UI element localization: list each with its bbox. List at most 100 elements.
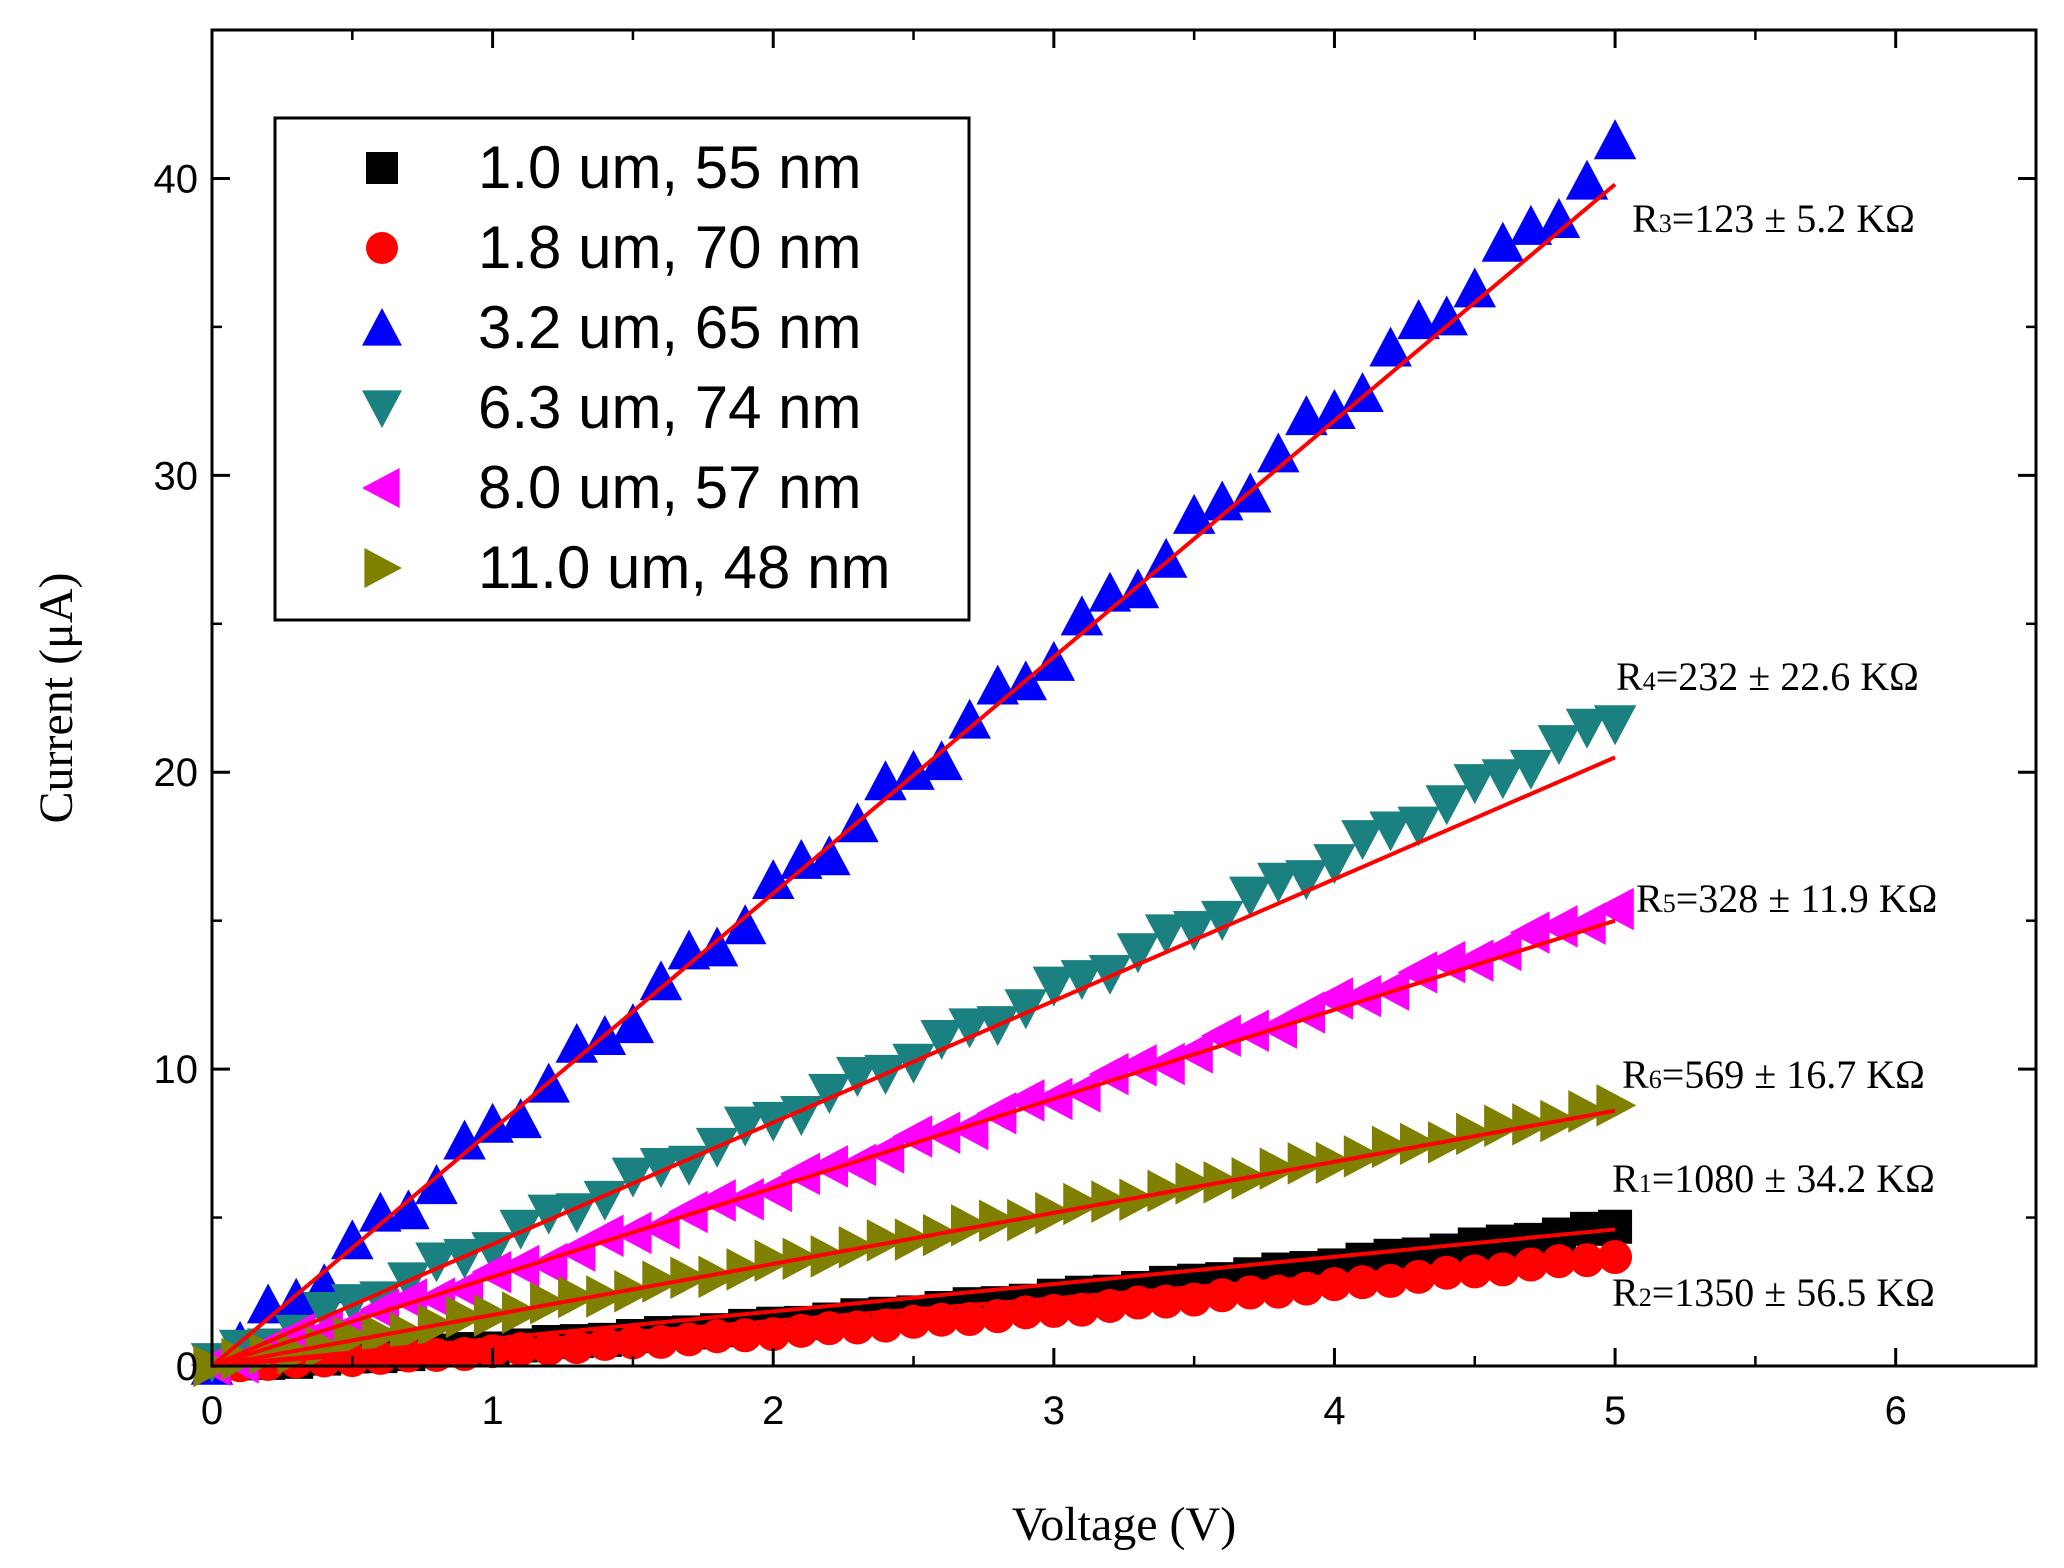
legend-marker-2 (366, 232, 398, 264)
fit-line-4 (211, 755, 1616, 1368)
data-point (1172, 1031, 1213, 1074)
data-point (1537, 198, 1581, 238)
data-point (1313, 389, 1356, 429)
data-point (784, 1313, 819, 1348)
data-point (920, 1111, 961, 1154)
data-point (922, 1213, 963, 1257)
data-point (443, 1119, 486, 1160)
data-point (443, 1239, 486, 1279)
data-point (976, 1091, 1017, 1135)
data-point (1175, 1162, 1216, 1205)
data-point (1004, 1079, 1045, 1122)
data-point (415, 1242, 458, 1283)
resistance-label-6: R6=569 ± 16.7 KΩ (1622, 1052, 1925, 1097)
data-point (471, 1250, 512, 1294)
data-point (642, 1260, 683, 1303)
data-point (1229, 876, 1272, 917)
data-point (1456, 1112, 1497, 1156)
x-tick-label: 1 (481, 1389, 503, 1433)
data-point (948, 698, 991, 739)
data-point (1481, 928, 1522, 972)
data-point (1596, 1084, 1637, 1127)
data-point (501, 1291, 542, 1334)
data-point (1341, 820, 1384, 861)
data-point (1484, 1104, 1525, 1148)
plot-frame (210, 28, 2038, 1368)
data-point (1032, 640, 1076, 681)
legend-label-4: 6.3 um, 74 nm (478, 374, 862, 441)
data-point (499, 1244, 540, 1288)
data-point (920, 1019, 963, 1060)
x-tick-label: 6 (1885, 1389, 1907, 1433)
fit-line-3 (210, 182, 1617, 1368)
data-point (639, 960, 683, 1001)
data-point (1369, 326, 1412, 367)
legend-marker-4 (362, 390, 402, 428)
data-point (387, 1278, 428, 1321)
data-point (387, 1189, 430, 1230)
data-point (840, 1310, 875, 1345)
y-tick-label: 30 (154, 454, 199, 498)
data-point (866, 1219, 907, 1262)
data-point (1116, 1044, 1157, 1087)
data-point (1092, 1288, 1127, 1323)
fit-line-6 (211, 1108, 1616, 1368)
data-point (754, 1239, 795, 1282)
data-point (639, 1148, 683, 1189)
data-point (698, 1255, 739, 1299)
data-point (643, 1324, 678, 1359)
data-point (558, 1275, 599, 1319)
data-point (1369, 968, 1410, 1011)
data-point (611, 1157, 655, 1198)
data-point (812, 1311, 847, 1346)
data-point (1425, 785, 1468, 826)
data-point (443, 1267, 484, 1311)
data-point (1341, 974, 1382, 1018)
data-point (331, 1219, 374, 1260)
data-point (1509, 749, 1553, 790)
x-tick-label: 5 (1604, 1389, 1626, 1433)
data-point (1341, 372, 1384, 413)
data-point (808, 1073, 851, 1114)
data-point (948, 1008, 991, 1049)
data-point (892, 1115, 933, 1158)
data-point (808, 835, 851, 876)
data-point (1172, 911, 1216, 951)
data-point (920, 740, 963, 781)
data-point (1287, 1142, 1328, 1185)
data-point (1261, 1274, 1296, 1309)
x-axis-title: Voltage (V) (1012, 1498, 1236, 1551)
data-point (583, 1214, 624, 1257)
data-point (723, 1178, 764, 1221)
legend-marker-1 (366, 152, 398, 184)
data-point (445, 1295, 486, 1339)
legend-marker-6 (364, 548, 402, 588)
data-point (1313, 977, 1354, 1020)
data-point (499, 1098, 542, 1139)
resistance-label-3: R3=123 ± 5.2 KΩ (1632, 196, 1915, 241)
data-point (1371, 1125, 1412, 1169)
data-point (415, 1164, 458, 1205)
data-point (1481, 221, 1525, 262)
data-point (1032, 966, 1076, 1007)
data-point (1453, 267, 1497, 308)
fit-line-2 (211, 1251, 1616, 1368)
data-point (1259, 1147, 1300, 1190)
data-point (1593, 705, 1637, 746)
data-point (1064, 1292, 1099, 1327)
series-3 (190, 119, 1637, 1385)
data-point (810, 1235, 851, 1278)
data-point (780, 1152, 820, 1196)
data-point (1257, 862, 1300, 903)
data-point (1598, 1209, 1633, 1244)
data-point (1285, 860, 1328, 901)
data-point (614, 1270, 655, 1313)
legend-label-5: 8.0 um, 57 nm (478, 454, 862, 521)
data-point (274, 1312, 315, 1356)
data-point (1593, 119, 1637, 160)
y-axis-title: Current (μA) (30, 573, 83, 824)
axes: 0 1 2 3 4 5 6 0 10 20 30 40 Voltage (V) Current (μA) (30, 28, 2038, 1551)
data-point (1036, 1293, 1071, 1328)
data-point (1513, 1247, 1548, 1282)
data-point (1063, 1182, 1104, 1226)
